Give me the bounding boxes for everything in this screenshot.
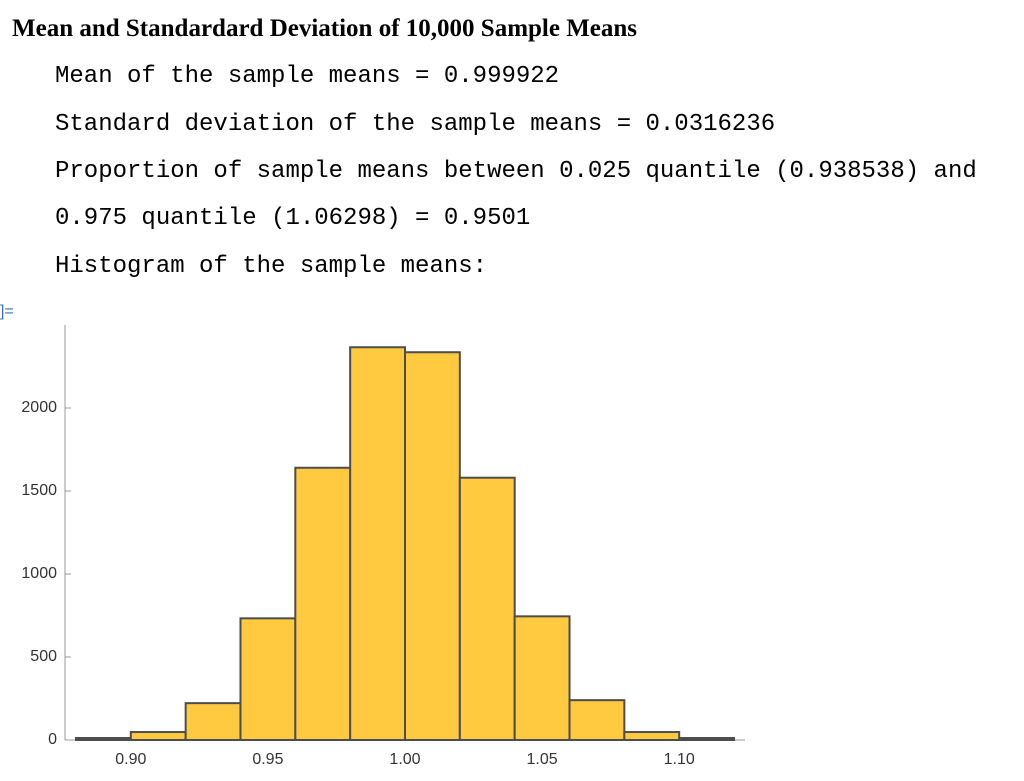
y-tick-label: 2000 bbox=[21, 399, 57, 416]
y-tick-label: 0 bbox=[48, 731, 57, 748]
bar bbox=[678, 737, 736, 741]
bar bbox=[74, 737, 132, 741]
x-tick-label: 1.05 bbox=[527, 751, 558, 768]
output-label: ]= bbox=[0, 303, 14, 320]
output-line: Standard deviation of the sample means =… bbox=[55, 111, 775, 138]
bar bbox=[623, 731, 681, 741]
bar bbox=[294, 466, 352, 741]
output-line: Histogram of the sample means: bbox=[55, 253, 487, 280]
bar bbox=[458, 476, 516, 741]
y-tick-label: 1000 bbox=[21, 565, 57, 582]
output-line: Proportion of sample means between 0.025… bbox=[55, 158, 977, 185]
bar bbox=[129, 731, 187, 741]
y-tick-label: 500 bbox=[30, 648, 57, 665]
output-line: Mean of the sample means = 0.999922 bbox=[55, 63, 559, 90]
x-tick-label: 1.00 bbox=[389, 751, 420, 768]
bar bbox=[513, 615, 571, 742]
bar bbox=[239, 617, 297, 742]
bar bbox=[568, 699, 626, 741]
x-tick-label: 0.90 bbox=[115, 751, 146, 768]
bar bbox=[184, 702, 242, 742]
section-title: Mean and Standardard Deviation of 10,000… bbox=[12, 15, 637, 42]
output-line: 0.975 quantile (1.06298) = 0.9501 bbox=[55, 205, 530, 232]
y-tick-label: 1500 bbox=[21, 482, 57, 499]
x-tick-label: 1.10 bbox=[664, 751, 695, 768]
bar bbox=[349, 346, 406, 741]
x-tick-label: 0.95 bbox=[252, 751, 283, 768]
bar bbox=[404, 351, 461, 741]
